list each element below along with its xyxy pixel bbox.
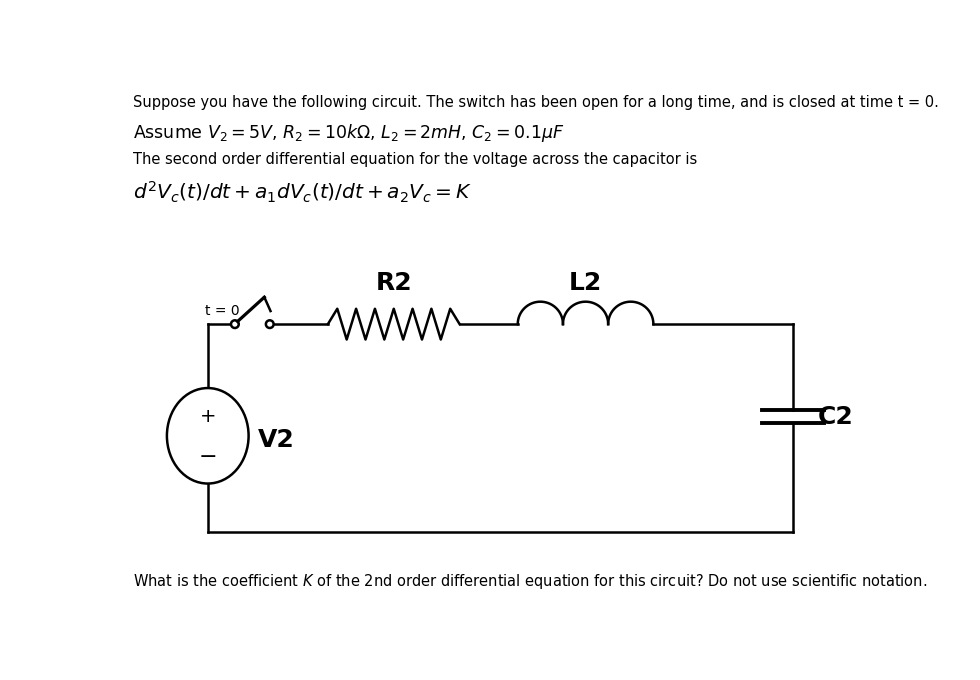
Circle shape: [266, 320, 273, 328]
Text: $d^2V_c(t)/dt + a_1 dV_c(t)/dt + a_2 V_c = K$: $d^2V_c(t)/dt + a_1 dV_c(t)/dt + a_2 V_c…: [132, 180, 471, 205]
Text: t = 0: t = 0: [206, 304, 240, 318]
Text: Suppose you have the following circuit. The switch has been open for a long time: Suppose you have the following circuit. …: [132, 95, 939, 109]
Text: +: +: [200, 407, 216, 426]
Text: V2: V2: [258, 428, 295, 452]
Text: −: −: [198, 447, 217, 467]
Ellipse shape: [167, 388, 249, 483]
Text: Assume $V_2 = 5V$, $R_2 = 10k\Omega$, $L_2 = 2mH$, $C_2 = 0.1\mu F$: Assume $V_2 = 5V$, $R_2 = 10k\Omega$, $L…: [132, 122, 564, 143]
Text: L2: L2: [569, 271, 602, 295]
Text: The second order differential equation for the voltage across the capacitor is: The second order differential equation f…: [132, 152, 697, 167]
Text: What is the coefficient $K$ of the 2nd order differential equation for this circ: What is the coefficient $K$ of the 2nd o…: [132, 573, 927, 592]
Text: C2: C2: [817, 405, 854, 428]
Text: R2: R2: [375, 271, 412, 295]
Circle shape: [231, 320, 239, 328]
